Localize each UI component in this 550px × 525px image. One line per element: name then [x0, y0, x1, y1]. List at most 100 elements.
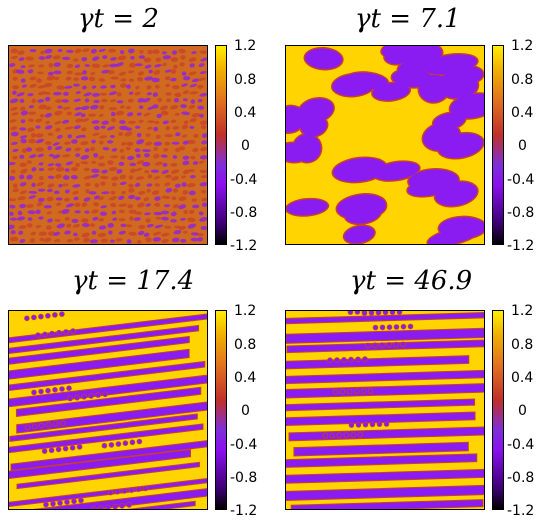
droplet — [10, 217, 17, 221]
droplet — [180, 55, 186, 60]
droplet — [129, 216, 134, 221]
droplet — [198, 63, 205, 68]
droplet — [74, 147, 81, 152]
droplet — [115, 238, 123, 242]
droplet — [152, 49, 160, 55]
droplet — [162, 51, 167, 55]
droplet — [54, 76, 60, 81]
droplet — [11, 112, 19, 116]
panel-1-svg — [9, 46, 207, 244]
panel-4-tick: -1.2 — [507, 503, 535, 519]
negative-domain — [408, 169, 459, 192]
droplet — [115, 62, 124, 67]
droplet — [182, 169, 190, 175]
droplet — [199, 182, 207, 187]
droplet — [92, 132, 100, 136]
panel-3-title-value: 17.4 — [136, 266, 195, 296]
droplet — [165, 92, 172, 96]
panel-2-tick: 1.2 — [511, 38, 534, 54]
panel-4-title-value: 46.9 — [414, 266, 473, 296]
droplet — [154, 161, 163, 166]
panel-1-tick: -0.4 — [230, 172, 258, 188]
droplet — [341, 356, 347, 363]
panel-4-field-map — [285, 310, 485, 510]
droplet — [180, 217, 186, 221]
droplet — [119, 174, 127, 180]
droplet — [188, 104, 196, 109]
droplet — [27, 118, 35, 123]
droplet — [91, 63, 101, 69]
negative-domain — [439, 217, 484, 239]
droplet — [134, 148, 141, 153]
droplet — [157, 97, 162, 103]
panel-2-title: γt = 7.1 — [355, 4, 461, 34]
droplet — [88, 191, 97, 195]
droplet — [189, 118, 197, 123]
droplet — [55, 197, 63, 201]
droplet — [29, 49, 37, 53]
droplet — [72, 190, 79, 195]
droplet — [182, 140, 190, 145]
panel-1-tick: 1.2 — [234, 38, 257, 54]
droplet — [135, 125, 141, 129]
droplet — [116, 169, 123, 174]
droplet — [101, 191, 110, 195]
droplet — [72, 224, 81, 228]
droplet — [135, 176, 145, 180]
droplet — [191, 51, 197, 55]
droplet — [160, 105, 169, 111]
droplet — [181, 111, 190, 116]
droplet — [73, 77, 79, 81]
droplet — [36, 78, 42, 83]
droplet — [57, 48, 63, 53]
droplet — [154, 196, 161, 201]
droplet — [44, 91, 51, 95]
droplet — [80, 141, 89, 146]
droplet — [182, 90, 190, 95]
droplet — [162, 62, 167, 67]
droplet — [80, 76, 89, 81]
droplet — [197, 233, 204, 237]
droplet — [45, 422, 52, 428]
droplet — [347, 311, 354, 315]
droplet — [367, 388, 374, 394]
droplet — [73, 125, 81, 130]
droplet — [142, 161, 151, 167]
droplet — [128, 78, 135, 82]
droplet — [128, 175, 134, 180]
panel-2-tick: -1.2 — [507, 238, 535, 254]
droplet — [91, 92, 100, 97]
droplet — [172, 85, 180, 90]
droplet — [52, 55, 61, 60]
droplet — [163, 147, 169, 152]
droplet — [182, 75, 191, 81]
droplet — [98, 155, 105, 160]
droplet — [82, 70, 87, 75]
droplet — [9, 236, 19, 242]
droplet — [56, 134, 63, 139]
droplet — [36, 201, 43, 207]
droplet — [109, 99, 117, 103]
droplet — [9, 161, 16, 166]
droplet — [171, 196, 177, 200]
negative-domain — [397, 59, 429, 76]
droplet — [91, 85, 97, 89]
droplet — [69, 445, 76, 451]
droplet — [37, 85, 46, 89]
panel-3-title: γt = 17.4 — [72, 266, 194, 296]
droplet — [142, 97, 151, 103]
droplet — [53, 62, 61, 67]
droplet — [9, 175, 16, 181]
droplet — [55, 166, 65, 172]
negative-domain — [298, 98, 334, 123]
droplet — [38, 231, 47, 236]
droplet — [127, 155, 135, 161]
droplet — [99, 104, 105, 110]
droplet — [52, 154, 61, 159]
droplet — [119, 209, 125, 214]
droplet — [125, 105, 131, 110]
droplet — [129, 62, 137, 68]
droplet — [19, 162, 27, 167]
droplet — [75, 118, 83, 123]
droplet — [74, 106, 82, 111]
